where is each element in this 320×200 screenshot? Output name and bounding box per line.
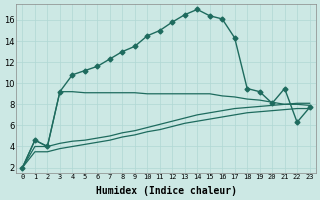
X-axis label: Humidex (Indice chaleur): Humidex (Indice chaleur) [95, 186, 236, 196]
